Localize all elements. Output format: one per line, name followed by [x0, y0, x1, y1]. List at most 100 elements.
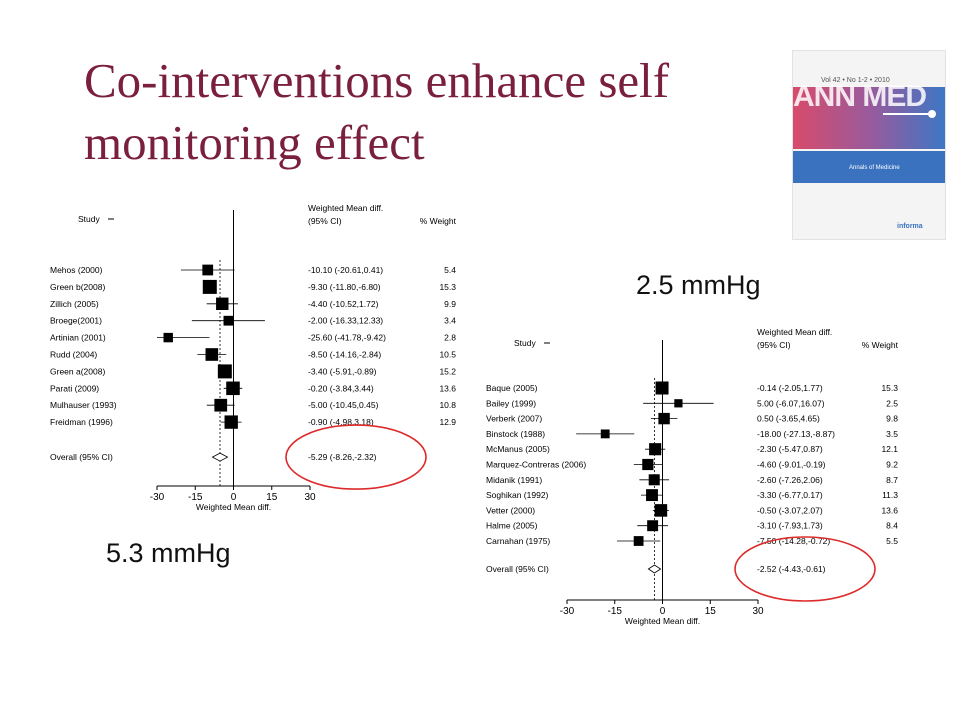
study-ci-text: -25.60 (-41.78,-9.42): [308, 333, 386, 343]
x-axis-label: Weighted Mean diff.: [196, 502, 271, 512]
journal-name: Annals of Medicine: [849, 165, 900, 171]
x-axis-tick-label: 30: [304, 492, 316, 503]
study-ci-text: -4.40 (-10.52,1.72): [308, 299, 379, 309]
study-ci-text: -4.60 (-9.01,-0.19): [757, 460, 826, 470]
study-weight: 12.1: [881, 444, 898, 454]
study-ci-text: -3.40 (-5.91,-0.89): [308, 366, 377, 376]
study-effect-square: [642, 458, 654, 471]
study-label: Broege(2001): [50, 316, 102, 326]
slide-title: Co-interventions enhance self monitoring…: [84, 53, 670, 170]
study-effect-square: [647, 520, 659, 532]
study-effect-square: [217, 364, 232, 379]
study-label: Baque (2005): [486, 383, 538, 393]
study-label: Bailey (1999): [486, 398, 536, 408]
overall-ci-text: -5.29 (-8.26,-2.32): [308, 452, 377, 462]
study-weight: 9.8: [886, 414, 898, 424]
callout-left-effect: 5.3 mmHg: [106, 538, 231, 568]
study-label: Vetter (2000): [486, 505, 535, 515]
study-ci-text: -10.10 (-20.61,0.41): [308, 265, 383, 275]
header-ci: (95% CI): [757, 340, 791, 350]
study-weight: 3.4: [444, 316, 456, 326]
study-effect-square: [216, 297, 229, 311]
cover-logo-line: [883, 113, 931, 115]
header-weight: % Weight: [862, 340, 899, 350]
x-axis-tick-label: -30: [150, 492, 165, 503]
study-label: Green a(2008): [50, 366, 105, 376]
study-ci-text: -18.00 (-27.13,-8.87): [757, 429, 835, 439]
study-ci-text: 5.00 (-6.07,16.07): [757, 398, 825, 408]
study-weight: 5.4: [444, 265, 456, 275]
callout-right-effect: 2.5 mmHg: [636, 270, 761, 300]
study-effect-square: [205, 348, 219, 361]
study-effect-square: [674, 399, 683, 408]
x-axis-tick-label: 15: [705, 606, 717, 617]
study-ci-text: -8.50 (-14.16,-2.84): [308, 350, 381, 360]
study-ci-text: -0.90 (-4.98,3.18): [308, 417, 374, 427]
cover-blue-band: [793, 151, 945, 183]
study-ci-text: -2.00 (-16.33,12.33): [308, 316, 383, 326]
study-weight: 11.3: [882, 490, 898, 500]
study-weight: 10.8: [439, 400, 456, 410]
study-ci-text: -7.50 (-14.28,-0.72): [757, 536, 830, 546]
study-weight: 2.5: [886, 398, 898, 408]
study-label: Parati (2009): [50, 383, 99, 393]
overall-label: Overall (95% CI): [50, 452, 113, 462]
study-effect-square: [224, 415, 238, 429]
study-label: McManus (2005): [486, 444, 550, 454]
study-weight: 3.5: [886, 429, 898, 439]
study-effect-square: [654, 504, 668, 517]
study-label: Soghikan (1992): [486, 490, 549, 500]
study-ci-text: -0.20 (-3.84,3.44): [308, 383, 374, 393]
study-weight: 12.9: [439, 417, 456, 427]
study-effect-square: [649, 443, 662, 456]
study-ci-text: -0.50 (-3.07,2.07): [757, 505, 823, 515]
study-weight: 2.8: [444, 333, 456, 343]
study-label: Artinian (2001): [50, 333, 106, 343]
x-axis-tick-label: 0: [231, 492, 237, 503]
header-study: Study: [514, 338, 536, 348]
journal-logo: ANN MED: [793, 80, 927, 113]
study-weight: 10.5: [439, 350, 456, 360]
x-axis-tick-label: -15: [608, 606, 623, 617]
journal-cover-image: Vol 42 • No 1-2 • 2010 ANN MED Annals of…: [792, 50, 946, 240]
header-study: Study: [78, 214, 100, 224]
study-weight: 8.4: [886, 521, 898, 531]
study-weight: 15.3: [881, 383, 898, 393]
study-ci-text: 0.50 (-3.65,4.65): [757, 414, 820, 424]
study-ci-text: -3.30 (-6.77,0.17): [757, 490, 823, 500]
cover-gradient-band: [793, 87, 945, 149]
study-label: Zillich (2005): [50, 299, 99, 309]
study-label: Green b(2008): [50, 282, 105, 292]
study-effect-square: [202, 264, 214, 276]
study-ci-text: -3.10 (-7.93,1.73): [757, 521, 823, 531]
study-effect-square: [633, 536, 644, 546]
header-effect: Weighted Mean diff.: [757, 327, 832, 337]
study-weight: 13.6: [439, 383, 456, 393]
study-effect-square: [226, 381, 240, 396]
study-ci-text: -9.30 (-11.80,-6.80): [308, 282, 381, 292]
journal-issue: Vol 42 • No 1-2 • 2010: [821, 77, 890, 84]
study-weight: 15.3: [439, 282, 456, 292]
overall-label: Overall (95% CI): [486, 564, 549, 574]
journal-publisher: informa: [897, 223, 923, 230]
study-effect-square: [163, 332, 173, 343]
study-effect-square: [646, 489, 658, 502]
header-weight: % Weight: [420, 216, 457, 226]
cover-logo-dot: [928, 110, 936, 118]
study-effect-square: [202, 279, 217, 294]
study-label: Binstock (1988): [486, 429, 545, 439]
x-axis-tick-label: 15: [266, 492, 278, 503]
x-axis-tick-label: -15: [188, 492, 203, 503]
x-axis-tick-label: 0: [660, 606, 666, 617]
study-ci-text: -2.60 (-7.26,2.06): [757, 475, 823, 485]
study-label: Marquez-Contreras (2006): [486, 460, 586, 470]
x-axis-label: Weighted Mean diff.: [625, 616, 700, 626]
study-ci-text: -5.00 (-10.45,0.45): [308, 400, 379, 410]
study-label: Midanik (1991): [486, 475, 542, 485]
forest-plot-right: Study Weighted Mean diff. (95% CI) % Weight…: [486, 327, 899, 626]
study-effect-square: [214, 398, 228, 412]
overall-highlight-circle: [734, 536, 876, 602]
study-effect-square: [655, 381, 669, 395]
study-effect-square: [223, 315, 234, 326]
forest-plot-left: Study Weighted Mean diff. (95% CI) % Weight…: [50, 203, 457, 512]
